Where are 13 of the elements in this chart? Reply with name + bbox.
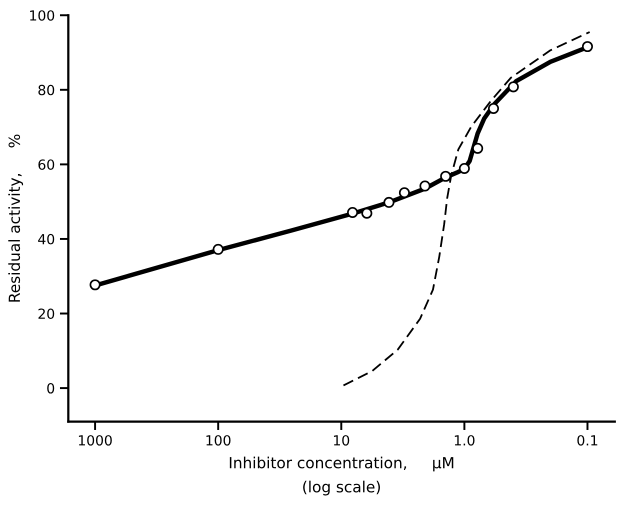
x-tick-label: 1.0 [454,435,475,446]
x-tick-label: 0.1 [577,435,598,446]
x-tick-label: 100 [206,435,231,446]
x-tick-label: 1000 [78,435,112,446]
x-axis-title: Inhibitor concentration, μM (log scale) [230,456,454,496]
y-tick-label: 0 [47,383,54,394]
y-tick-label: 60 [38,159,54,170]
y-tick-label: 100 [30,10,54,21]
y-tick-label: 80 [38,84,54,96]
y-tick-label: 40 [38,234,54,244]
y-tick-label: 20 [38,308,54,319]
y-axis-title: Residual activity, % [8,134,24,302]
x-tick-label: 10 [334,435,350,446]
